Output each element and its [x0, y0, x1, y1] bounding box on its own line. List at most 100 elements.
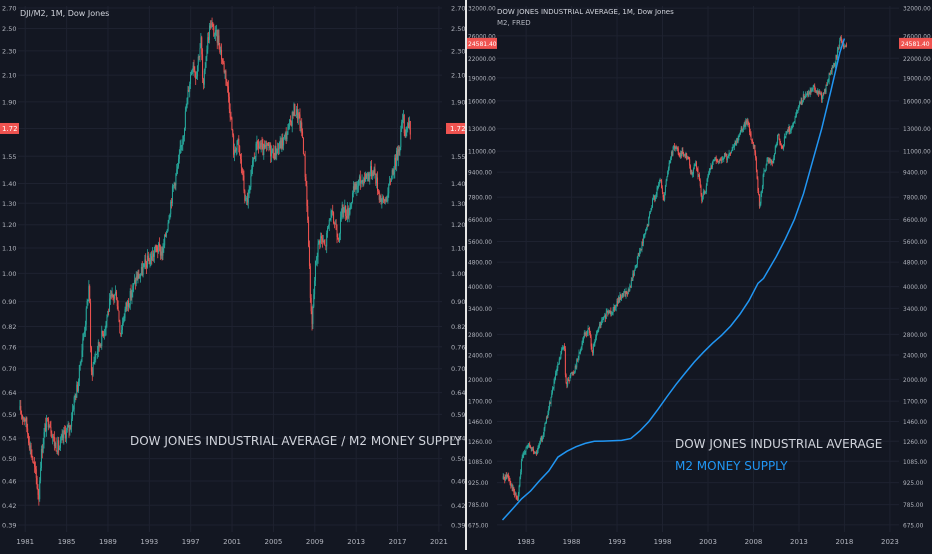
y-tick-label: 26000.00: [468, 34, 496, 40]
candle-body: [812, 86, 814, 90]
candle-body: [402, 120, 404, 123]
candle-body: [744, 123, 746, 127]
candle-body: [387, 193, 389, 201]
candle-body: [593, 343, 595, 345]
candle-body: [815, 90, 817, 92]
candle-body: [746, 120, 748, 124]
candle-body: [256, 141, 258, 144]
candle-body: [721, 159, 723, 161]
dji-and-m2-chart[interactable]: 675.00 785.00 925.00 1085.00 1260.00 1460.00 1…: [467, 0, 932, 550]
candle-body: [526, 447, 528, 449]
candle-body: [398, 148, 400, 152]
candle-body: [606, 310, 608, 312]
candle-body: [605, 311, 607, 319]
y-tick-label: 11000.00: [468, 150, 496, 156]
candle-body: [131, 293, 133, 298]
candle-body: [506, 475, 508, 479]
candle-body: [741, 127, 743, 131]
candle-body: [303, 154, 305, 156]
candle-body: [727, 156, 729, 158]
candle-body: [636, 264, 638, 268]
candle-body: [96, 353, 98, 355]
candle-body: [93, 360, 95, 364]
candle-body: [562, 348, 564, 349]
candle-body: [688, 156, 690, 160]
candle-body: [763, 171, 765, 175]
candle-body: [824, 89, 826, 92]
candle-body: [665, 180, 667, 186]
y-tick-label: 13000.00: [903, 127, 931, 133]
y-tick-label: 1460.00: [468, 420, 492, 426]
candle-body: [508, 478, 510, 480]
candle-body: [827, 82, 829, 85]
candle-body: [715, 157, 717, 161]
candle-body: [226, 79, 228, 84]
candle-body: [125, 302, 127, 310]
candle-body: [296, 109, 298, 115]
candle-body: [529, 444, 531, 447]
candle-body: [298, 113, 300, 115]
candle-body: [23, 417, 25, 421]
candle-body: [752, 141, 754, 143]
legend-dji: DOW JONES INDUSTRIAL AVERAGE: [675, 437, 882, 451]
candle-body: [837, 47, 839, 50]
candle-body: [753, 145, 755, 147]
candle-body: [91, 371, 93, 375]
candle-body: [229, 108, 231, 118]
candle-body: [220, 49, 222, 53]
candle-body: [745, 120, 747, 127]
candle-body: [146, 255, 148, 268]
candle-body: [603, 316, 605, 320]
candle-body: [642, 241, 644, 244]
panel-divider[interactable]: [465, 0, 467, 550]
candle-body: [208, 25, 210, 41]
candle-body: [37, 488, 39, 495]
candle-body: [511, 485, 513, 491]
candle-body: [686, 156, 688, 160]
candle-body: [664, 192, 666, 200]
candle-body: [761, 185, 763, 192]
candle-body: [108, 311, 110, 312]
candle-body: [134, 279, 136, 284]
candle-body: [597, 330, 599, 332]
y-tick-label: 1085.00: [903, 460, 927, 466]
candle-body: [533, 451, 535, 454]
y-tick-label: 0.54: [451, 435, 465, 443]
candle-body: [576, 359, 578, 361]
candle-body: [622, 293, 624, 297]
candle-body: [644, 233, 646, 236]
candle-body: [35, 469, 37, 478]
candle-body: [36, 477, 38, 489]
dji-m2-ratio-chart[interactable]: 0.39 0.42 0.46 0.50 0.54 0.59 0.64 0.70 0.76 0.82…: [0, 0, 466, 550]
candle-body: [558, 358, 560, 365]
candle-body: [208, 37, 210, 41]
candle-body: [219, 44, 221, 53]
candle-body: [139, 276, 141, 279]
candle-body: [672, 149, 674, 155]
candle-body: [814, 90, 816, 92]
candle-body: [659, 179, 661, 183]
candle-body: [64, 430, 66, 432]
candle-body: [643, 235, 645, 238]
candle-body: [302, 131, 304, 138]
candle-body: [826, 84, 828, 86]
candle-body: [320, 236, 322, 243]
candle-body: [115, 291, 117, 295]
candle-body: [775, 145, 777, 147]
candle-body: [258, 143, 260, 148]
candle-body: [835, 55, 837, 64]
candle-body: [371, 166, 373, 177]
candle-body: [383, 197, 385, 200]
candle-body: [272, 148, 274, 159]
candle-body: [172, 185, 174, 187]
candle-body: [296, 109, 298, 120]
candle-body: [817, 91, 819, 94]
candle-body: [30, 445, 32, 455]
candle-body: [353, 186, 355, 190]
candle-body: [173, 182, 175, 186]
candle-body: [127, 300, 129, 307]
candle-body: [806, 93, 808, 95]
candle-body: [348, 213, 350, 218]
candle-body: [629, 285, 631, 291]
candle-body: [39, 480, 41, 500]
